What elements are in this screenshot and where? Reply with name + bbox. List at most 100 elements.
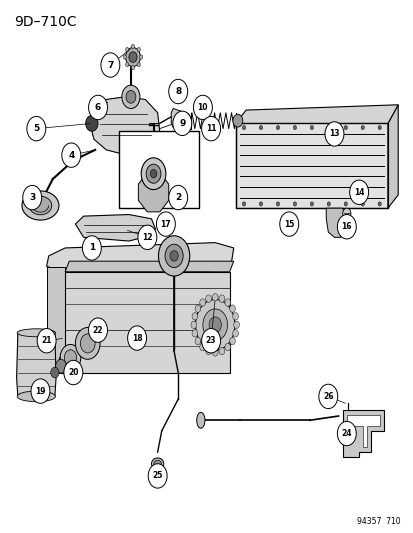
Circle shape [209,317,221,333]
Polygon shape [342,410,383,457]
Text: 94357  710: 94357 710 [356,518,399,526]
Circle shape [126,91,135,103]
Ellipse shape [29,196,52,215]
Circle shape [125,47,128,52]
Circle shape [199,299,205,306]
Circle shape [150,169,157,178]
Text: 6: 6 [95,103,101,112]
Circle shape [131,66,134,70]
Circle shape [326,202,330,206]
Circle shape [242,125,245,130]
Circle shape [205,295,211,302]
Circle shape [137,47,140,52]
Circle shape [60,344,81,371]
Circle shape [201,116,220,141]
Text: 18: 18 [131,334,142,343]
Circle shape [158,236,189,276]
Circle shape [224,343,230,351]
Text: 23: 23 [205,336,216,345]
Ellipse shape [22,191,59,220]
Circle shape [23,185,42,210]
Circle shape [55,359,66,373]
Circle shape [201,328,220,353]
Text: 2: 2 [175,193,181,202]
Circle shape [101,53,119,77]
Circle shape [275,125,279,130]
Circle shape [343,202,347,206]
Circle shape [173,111,191,135]
Polygon shape [90,97,159,154]
Circle shape [232,329,238,337]
Text: 24: 24 [341,429,351,438]
Polygon shape [138,173,169,212]
Circle shape [275,202,279,206]
Circle shape [64,360,83,385]
Circle shape [195,337,200,345]
Circle shape [123,55,126,59]
Circle shape [51,367,59,378]
Circle shape [218,295,224,302]
Circle shape [27,116,46,141]
Circle shape [337,215,356,239]
Circle shape [80,334,95,353]
Circle shape [259,202,262,206]
Text: 5: 5 [33,124,39,133]
Circle shape [121,85,140,109]
Circle shape [212,294,218,301]
Circle shape [360,125,363,130]
Circle shape [292,202,296,206]
Circle shape [377,202,380,206]
Polygon shape [75,215,155,241]
Circle shape [82,236,101,260]
Circle shape [165,244,183,268]
Ellipse shape [17,391,55,402]
Text: 26: 26 [322,392,333,401]
Text: 13: 13 [328,130,339,139]
Text: 3: 3 [29,193,35,202]
Circle shape [324,122,343,146]
Circle shape [138,225,157,249]
Circle shape [337,421,356,446]
Circle shape [212,349,218,356]
Text: 20: 20 [68,368,78,377]
Polygon shape [325,208,346,237]
Circle shape [169,185,187,210]
Circle shape [138,233,146,244]
Text: 14: 14 [353,188,363,197]
Text: 7: 7 [107,61,113,69]
Circle shape [309,125,313,130]
Text: 12: 12 [142,233,152,242]
Circle shape [195,305,200,312]
Polygon shape [387,105,397,208]
Ellipse shape [17,329,55,337]
Text: 19: 19 [35,386,45,395]
Circle shape [349,180,368,205]
Ellipse shape [154,461,161,467]
Polygon shape [235,105,397,123]
Text: 25: 25 [152,471,162,480]
Text: 11: 11 [205,124,216,133]
Circle shape [125,47,140,67]
Circle shape [192,312,197,320]
Circle shape [156,212,175,236]
Circle shape [218,348,224,355]
Circle shape [343,125,347,130]
Circle shape [259,125,262,130]
Ellipse shape [151,458,164,470]
Text: 17: 17 [160,220,171,229]
Text: 22: 22 [93,326,103,335]
Circle shape [224,299,230,306]
Ellipse shape [196,413,204,428]
Circle shape [279,212,298,236]
Circle shape [242,202,245,206]
Circle shape [75,327,100,359]
Circle shape [309,202,313,206]
Text: 10: 10 [197,103,208,112]
Circle shape [128,52,137,62]
Circle shape [88,95,107,119]
Circle shape [229,305,235,312]
Circle shape [326,125,330,130]
Circle shape [292,125,296,130]
Text: 9: 9 [179,119,185,128]
Circle shape [205,348,211,355]
